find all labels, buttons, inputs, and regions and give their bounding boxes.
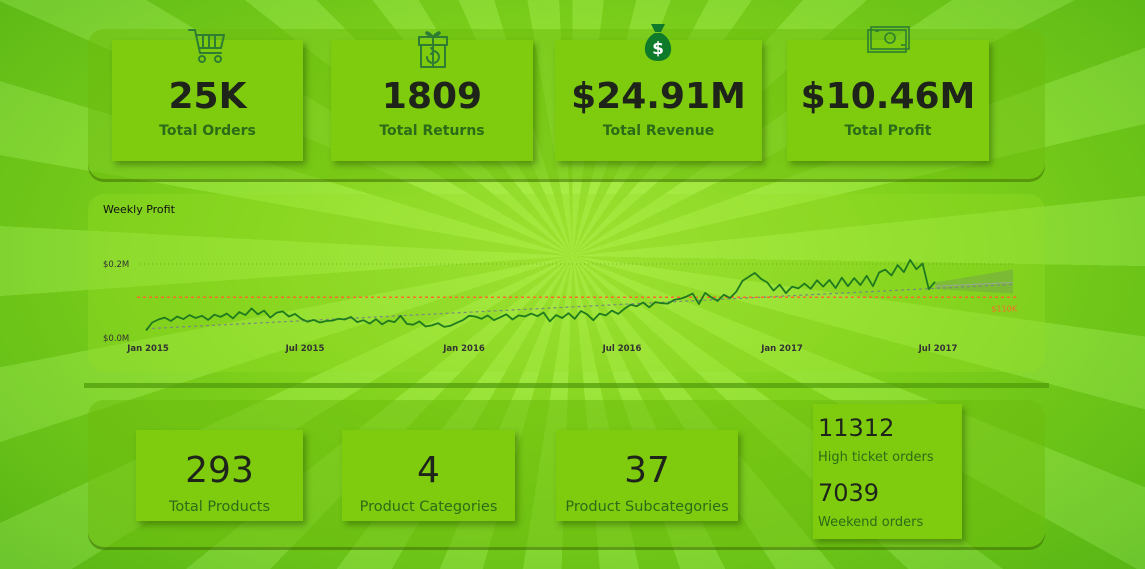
card-value: 293 bbox=[185, 450, 254, 491]
x-tick-label: Jul 2017 bbox=[918, 344, 958, 354]
card-label: Product Subcategories bbox=[565, 499, 729, 515]
y-tick-label: $0.2M bbox=[103, 260, 129, 270]
svg-text:$: $ bbox=[652, 39, 664, 59]
kpi-value: 1809 bbox=[381, 76, 483, 117]
y-tick-label: $0.0M bbox=[103, 334, 129, 344]
weekend-orders-value: 7039 bbox=[818, 479, 880, 507]
kpi-label: Total Orders bbox=[159, 123, 256, 139]
card-product-subcategories[interactable]: 37 Product Subcategories bbox=[556, 430, 738, 521]
kpi-label: Total Revenue bbox=[602, 123, 715, 139]
weekend-orders-label: Weekend orders bbox=[818, 515, 924, 530]
card-total-products[interactable]: 293 Total Products bbox=[136, 430, 303, 521]
money-bag-icon: $ bbox=[644, 24, 672, 61]
cash-bills-icon bbox=[867, 26, 910, 53]
x-tick-label: Jan 2017 bbox=[760, 344, 803, 354]
kpi-card-total-profit[interactable]: $10.46M Total Profit bbox=[787, 40, 989, 161]
reference-line-label: $110K bbox=[991, 304, 1017, 313]
chart-title: Weekly Profit bbox=[103, 203, 175, 216]
card-label: Product Categories bbox=[359, 499, 498, 515]
series-line bbox=[145, 258, 936, 332]
kpi-label: Total Profit bbox=[844, 123, 932, 139]
kpi-value: $24.91M bbox=[571, 76, 746, 117]
high-ticket-label: High ticket orders bbox=[818, 450, 934, 465]
chart-panel bbox=[88, 194, 1045, 372]
kpi-value: $10.46M bbox=[800, 76, 976, 117]
card-order-types[interactable]: 11312 High ticket orders 7039 Weekend or… bbox=[813, 404, 962, 539]
section-divider bbox=[84, 383, 1049, 388]
card-label: Total Products bbox=[168, 499, 271, 515]
card-value: 37 bbox=[624, 450, 670, 491]
forecast-line bbox=[934, 282, 1014, 287]
gift-return-icon bbox=[418, 31, 448, 68]
kpi-card-total-orders[interactable]: 25K Total Orders bbox=[112, 40, 303, 161]
trend-line bbox=[145, 283, 1014, 330]
card-product-categories[interactable]: 4 Product Categories bbox=[342, 430, 515, 521]
x-tick-label: Jul 2016 bbox=[602, 344, 642, 354]
shopping-cart-icon bbox=[188, 29, 225, 63]
kpi-label: Total Returns bbox=[379, 123, 485, 139]
high-ticket-value: 11312 bbox=[818, 414, 895, 442]
kpi-value: 25K bbox=[168, 76, 247, 117]
forecast-band bbox=[935, 269, 1013, 294]
x-tick-label: Jul 2015 bbox=[285, 344, 325, 354]
kpi-card-total-revenue[interactable]: $24.91M Total Revenue bbox=[555, 40, 762, 161]
card-value: 4 bbox=[417, 450, 440, 491]
x-tick-label: Jan 2016 bbox=[442, 344, 485, 354]
x-tick-label: Jan 2015 bbox=[126, 344, 169, 354]
